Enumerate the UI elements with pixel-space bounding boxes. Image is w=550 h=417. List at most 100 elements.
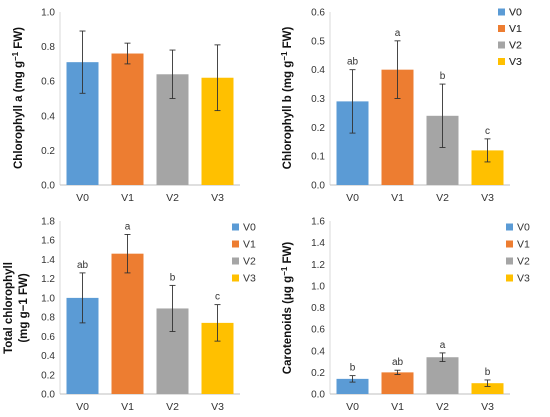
y-tick-label: 0.6 — [311, 8, 325, 19]
y-tick-label: 0.4 — [311, 346, 325, 357]
y-axis-label-part: Chlorophyll a (mg g — [13, 61, 25, 169]
legend-label-V3: V3 — [243, 273, 256, 285]
y-axis-label-part: Chlorophyll b (mg g — [282, 61, 294, 170]
legend-swatch-V3 — [232, 274, 239, 282]
x-tick-label-V0: V0 — [346, 401, 359, 413]
x-tick-label-V1: V1 — [121, 401, 134, 413]
y-tick-label: 0.0 — [41, 181, 55, 192]
x-tick-label-V3: V3 — [481, 192, 494, 204]
legend-label-V3: V3 — [509, 56, 522, 68]
bar-V1 — [381, 372, 414, 394]
legend-label-V0: V0 — [243, 222, 256, 234]
legend-label-V3: V3 — [509, 56, 522, 68]
bar-V1 — [111, 253, 144, 394]
y-tick-label: 0.2 — [311, 368, 325, 379]
y-tick-label: 1.0 — [311, 281, 325, 292]
y-tick-label: 0.8 — [41, 313, 55, 324]
chart-panel-1: 0.0 0.2 0.4 0.6 0.8 1.0 V0 V1 V2 V3 Chlorophyll a … — [11, 7, 522, 205]
x-tick-label-V0: V0 — [76, 192, 89, 204]
y-axis-label-line: Total chlorophyll — [3, 262, 15, 354]
x-tick-label-V3: V3 — [211, 192, 224, 204]
legend-label-V3: V3 — [517, 273, 530, 285]
x-tick-label-V2: V2 — [166, 401, 179, 413]
y-tick-label: 0.4 — [311, 65, 325, 76]
y-axis-label-part: Carotenoids (μg g — [282, 276, 294, 374]
y-tick-label: 0.4 — [41, 111, 55, 122]
y-tick-label: 0.2 — [41, 146, 55, 157]
significance-letter-V2: b — [170, 272, 176, 283]
significance-letter-V0: b — [350, 363, 356, 374]
legend-label-V0: V0 — [509, 7, 522, 19]
y-tick-label: 0.1 — [311, 152, 325, 163]
significance-letter-V1: a — [395, 28, 401, 39]
y-axis-label-line: (mg g−1 FW) — [18, 273, 30, 342]
y-tick-label: 1.4 — [311, 238, 325, 249]
y-tick-label: 1.4 — [41, 255, 55, 266]
significance-letter-V3: b — [485, 367, 491, 378]
x-tick-label-V0: V0 — [76, 401, 89, 413]
legend-label-V1: V1 — [517, 239, 530, 251]
y-tick-label: 1.2 — [311, 260, 325, 271]
bar-V0 — [336, 378, 369, 394]
bar-V2 — [426, 357, 459, 394]
chart-panel-3: 0.0 0.2 0.4 0.6 0.8 1.0 1.2 1.4 1.6 1.8 ab V0 a V1 b V2… — [3, 217, 256, 414]
significance-letter-V3: c — [485, 126, 490, 137]
y-tick-label: 1.6 — [311, 217, 325, 228]
y-tick-label: 0.8 — [311, 303, 325, 314]
legend-label-V2: V2 — [243, 256, 256, 268]
x-tick-label-V3: V3 — [481, 401, 494, 413]
y-tick-label: 1.8 — [41, 217, 55, 228]
legend-label-V1: V1 — [243, 239, 256, 251]
legend-label-V1: V1 — [509, 23, 522, 35]
y-tick-label: 0.4 — [41, 351, 55, 362]
legend-swatch-V1 — [232, 240, 239, 248]
significance-letter-V2: a — [440, 340, 446, 351]
y-tick-label: 1.0 — [41, 293, 55, 304]
x-tick-label-V1: V1 — [121, 192, 134, 204]
y-tick-label: 0.3 — [311, 94, 325, 105]
x-tick-label-V0: V0 — [346, 192, 359, 204]
x-tick-label-V2: V2 — [436, 401, 449, 413]
y-axis-label: Chlorophyll b (mg g−1 FW) — [280, 27, 294, 170]
x-tick-label-V2: V2 — [166, 192, 179, 204]
y-tick-label: 0.2 — [311, 123, 325, 134]
y-tick-label: 1.2 — [41, 274, 55, 285]
significance-letter-V3: c — [215, 292, 220, 303]
significance-letter-V0: ab — [77, 260, 89, 271]
y-tick-label: 1.0 — [41, 8, 55, 19]
legend-label-V2: V2 — [509, 40, 522, 52]
legend-label-V0: V0 — [509, 7, 522, 19]
y-tick-label: 0.6 — [311, 325, 325, 336]
legend-label-V2: V2 — [509, 40, 522, 52]
y-tick-label: 0.5 — [311, 36, 325, 47]
x-tick-label-V1: V1 — [391, 192, 404, 204]
y-axis-label-superscript: −1 — [280, 51, 289, 61]
legend-swatch-V0 — [506, 223, 513, 231]
bar-V1 — [111, 53, 144, 185]
y-axis-label-part: FW) — [282, 242, 294, 267]
legend-swatch-V3 — [506, 274, 513, 282]
y-axis-label-part: FW) — [282, 27, 294, 52]
significance-letter-V0: ab — [347, 57, 359, 68]
legend-swatch-V0 — [498, 8, 505, 16]
y-tick-label: 0.2 — [41, 370, 55, 381]
x-tick-label-V3: V3 — [211, 401, 224, 413]
legend-label-V0: V0 — [517, 222, 530, 234]
legend-swatch-V1 — [506, 240, 513, 248]
chart-panel-2: 0.0 0.1 0.2 0.3 0.4 0.5 0.6 ab V0 a V1 b V2 c V3 Chloro… — [280, 7, 522, 205]
y-axis-label: Total chlorophyll (mg g−1 FW) — [3, 262, 30, 354]
legend-label-V2: V2 — [517, 256, 530, 268]
legend-swatch-V2 — [506, 257, 513, 265]
significance-letter-V1: a — [125, 221, 131, 232]
legend-label-V1: V1 — [509, 23, 522, 35]
y-tick-label: 1.6 — [41, 236, 55, 247]
y-axis-label: Carotenoids (μg g−1 FW) — [280, 242, 294, 375]
y-axis-label-superscript: −1 — [11, 51, 20, 61]
x-tick-label-V2: V2 — [436, 192, 449, 204]
significance-letter-V2: b — [440, 71, 446, 82]
bar-V3 — [471, 383, 504, 394]
y-axis-label-superscript: −1 — [280, 266, 289, 276]
legend-swatch-V1 — [498, 25, 505, 32]
significance-letter-V1: ab — [392, 357, 404, 368]
